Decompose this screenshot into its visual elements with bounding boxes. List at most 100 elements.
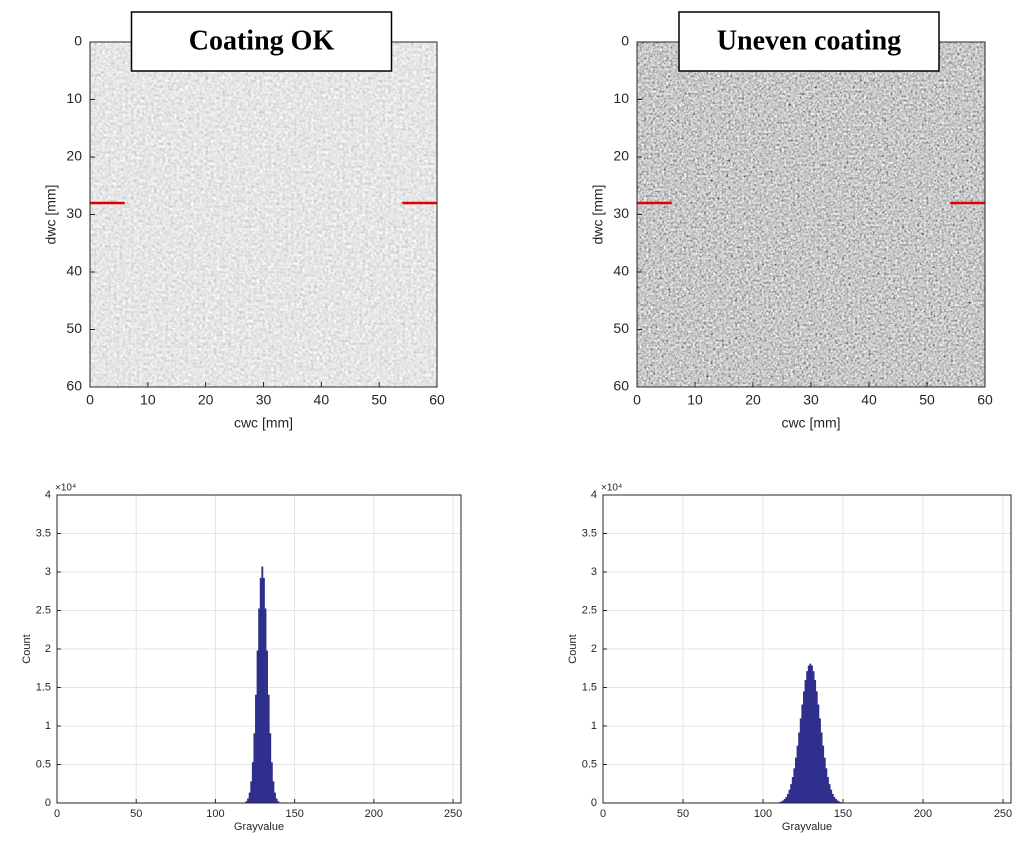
y-tick-label: 3: [45, 566, 51, 578]
x-tick-label: 40: [861, 392, 877, 408]
x-axis-label: Grayvalue: [234, 821, 284, 833]
y-tick-label: 3: [591, 566, 597, 578]
histogram-bar: [806, 671, 809, 803]
x-tick-label: 10: [687, 392, 703, 408]
histogram-bar: [274, 792, 276, 803]
histogram-bar: [264, 608, 267, 803]
histogram-bar: [256, 650, 259, 803]
histogram-bar: [796, 745, 799, 803]
histogram-bar: [259, 577, 262, 803]
histogram-bar: [258, 608, 261, 803]
histogram-bar: [250, 781, 253, 803]
y-tick-label: 0: [45, 797, 51, 809]
annotation: Coating OK: [189, 25, 335, 56]
x-tick-label: 100: [206, 808, 224, 820]
image-texture: [637, 42, 985, 387]
histogram-bar: [783, 798, 786, 803]
histogram-bar: [833, 796, 836, 803]
histogram-bar: [791, 777, 794, 803]
image-texture: [90, 42, 437, 387]
y-axis-label: Count: [567, 634, 579, 663]
histogram-bar: [785, 796, 788, 803]
histogram-bar: [811, 665, 813, 803]
annotation-box: [678, 11, 940, 72]
y-tick-label: 60: [613, 378, 629, 394]
histogram-bar: [251, 762, 254, 803]
x-axis-label: Grayvalue: [782, 821, 832, 833]
histogram-bar: [798, 732, 801, 803]
x-tick-label: 0: [600, 808, 606, 820]
y-tick-label: 2: [591, 643, 597, 655]
histogram-bar: [787, 793, 789, 803]
y-tick-label: 20: [66, 148, 82, 164]
x-tick-label: 250: [444, 808, 462, 820]
y-tick-label: 1.5: [582, 681, 597, 693]
y-tick-label: 0: [621, 33, 629, 49]
x-tick-label: 150: [834, 808, 852, 820]
y-tick-label: 50: [613, 320, 629, 336]
y-tick-label: 30: [66, 205, 82, 221]
histogram-bar: [819, 718, 821, 803]
histogram-bar: [277, 801, 280, 803]
histogram-bar: [807, 665, 810, 803]
histogram-bar: [823, 757, 826, 803]
y-tick-label: 3.5: [582, 527, 597, 539]
x-tick-label: 60: [977, 392, 993, 408]
x-tick-label: 50: [677, 808, 689, 820]
histogram-bar: [812, 671, 815, 803]
y-axis-label: Count: [21, 634, 33, 663]
histogram-bar: [782, 800, 785, 803]
x-tick-label: 0: [633, 392, 641, 408]
histogram-bar: [245, 801, 248, 803]
histogram-bar: [815, 691, 818, 803]
y-tick-label: 60: [66, 378, 82, 394]
histogram-bar: [804, 680, 807, 803]
y-tick-label: 10: [66, 90, 82, 106]
x-tick-label: 50: [130, 808, 142, 820]
x-tick-label: 40: [314, 392, 330, 408]
histogram-bar: [825, 768, 828, 803]
histogram-bar: [814, 680, 817, 803]
y-tick-label: 4: [45, 489, 51, 501]
histogram-bar: [788, 789, 791, 803]
y-tick-label: 2.5: [36, 604, 51, 616]
y-tick-label: 50: [66, 320, 82, 336]
annotation: Uneven coating: [717, 25, 901, 56]
axes-frame: [602, 494, 1012, 804]
x-tick-label: 10: [140, 392, 156, 408]
histogram-bar: [801, 704, 804, 803]
x-tick-label: 150: [285, 808, 303, 820]
x-tick-label: 60: [429, 392, 445, 408]
y-tick-label: 2: [45, 643, 51, 655]
histogram-bar: [817, 704, 820, 803]
histogram-bar: [248, 792, 251, 803]
y-tick-label: 30: [613, 205, 629, 221]
histogram-bar: [822, 745, 825, 803]
y-tick-label: 4: [591, 489, 597, 501]
x-tick-label: 200: [365, 808, 383, 820]
y-tick-label: 0.5: [36, 758, 51, 770]
histogram-bar: [838, 801, 841, 803]
y-tick-label: 40: [613, 263, 629, 279]
y-tick-label: 1.5: [36, 681, 51, 693]
y-axis-label: dwc [mm]: [43, 185, 59, 245]
histogram-bar: [793, 768, 796, 803]
histogram-bar: [830, 789, 833, 803]
histogram-bar: [253, 733, 256, 803]
histogram-bar: [270, 762, 273, 803]
x-axis-label: cwc [mm]: [234, 415, 293, 431]
histogram-bar: [255, 694, 257, 803]
annotation-box: [130, 11, 393, 72]
x-tick-label: 20: [198, 392, 214, 408]
axes-frame: [56, 494, 462, 804]
x-tick-label: 250: [994, 808, 1012, 820]
histogram-bar: [267, 694, 270, 803]
y-tick-label: 40: [66, 263, 82, 279]
y-tick-label: 20: [613, 148, 629, 164]
y-tick-label: 0: [591, 797, 597, 809]
y-tick-label: 1: [591, 720, 597, 732]
y-tick-label: 0.5: [582, 758, 597, 770]
histogram-bar: [266, 650, 269, 803]
histogram-bar: [835, 798, 837, 803]
